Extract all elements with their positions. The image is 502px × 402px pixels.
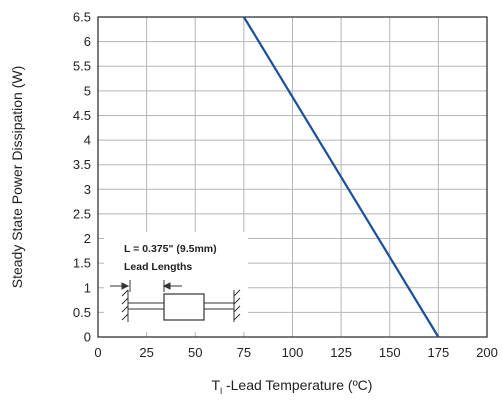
x-tick-label: 0 <box>94 345 101 360</box>
x-tick-labels: 0 25 50 75 100 125 150 175 200 <box>94 345 497 360</box>
derating-line <box>242 16 440 338</box>
y-tick-labels: 0 0.5 1 1.5 2 2.5 3 3.5 4 4.5 5 5.5 6 6.5 <box>73 10 91 345</box>
x-tick-label: 75 <box>237 345 251 360</box>
component-leads <box>128 302 234 310</box>
x-tick-label: 50 <box>188 345 202 360</box>
y-tick-label: 2 <box>84 231 91 246</box>
y-tick-label: 5.5 <box>73 59 91 74</box>
right-mount-hatch <box>233 289 241 322</box>
x-tick-label: 125 <box>330 345 352 360</box>
x-tick-label: 100 <box>282 345 304 360</box>
inset-label-leads: Lead Lengths <box>124 261 192 273</box>
y-axis-title: Steady State Power Dissipation (W) <box>9 66 25 289</box>
x-axis-title: Tl -Lead Temperature (ºC) <box>212 377 373 396</box>
y-tick-label: 6 <box>84 34 91 49</box>
x-axis-title-subscript: l <box>220 386 222 396</box>
y-tick-label: 1 <box>84 280 91 295</box>
y-tick-label: 1.5 <box>73 256 91 271</box>
y-tick-label: 0 <box>84 330 91 345</box>
y-tick-label: 0.5 <box>73 305 91 320</box>
y-tick-label: 3 <box>84 182 91 197</box>
y-tick-label: 5 <box>84 83 91 98</box>
y-tick-label: 4 <box>84 133 91 148</box>
series-layer <box>242 16 440 338</box>
lead-length-inset: L = 0.375" (9.5mm) Lead Lengths <box>104 232 248 332</box>
y-tick-label: 6.5 <box>73 10 91 25</box>
x-tick-label: 150 <box>379 345 401 360</box>
x-tick-label: 25 <box>139 345 153 360</box>
inset-label-length: L = 0.375" (9.5mm) <box>124 243 217 255</box>
x-tick-label: 175 <box>428 345 450 360</box>
component-body <box>163 293 205 321</box>
plot-frame <box>97 16 488 338</box>
y-tick-label: 3.5 <box>73 157 91 172</box>
y-tick-label: 2.5 <box>73 206 91 221</box>
y-tick-label: 4.5 <box>73 108 91 123</box>
lead-length-arrows <box>110 280 182 292</box>
left-mount-hatch <box>121 289 129 322</box>
x-axis-title-main: T <box>212 377 221 393</box>
x-axis-title-rest: -Lead Temperature (ºC) <box>222 377 372 393</box>
x-tick-label: 200 <box>476 345 498 360</box>
